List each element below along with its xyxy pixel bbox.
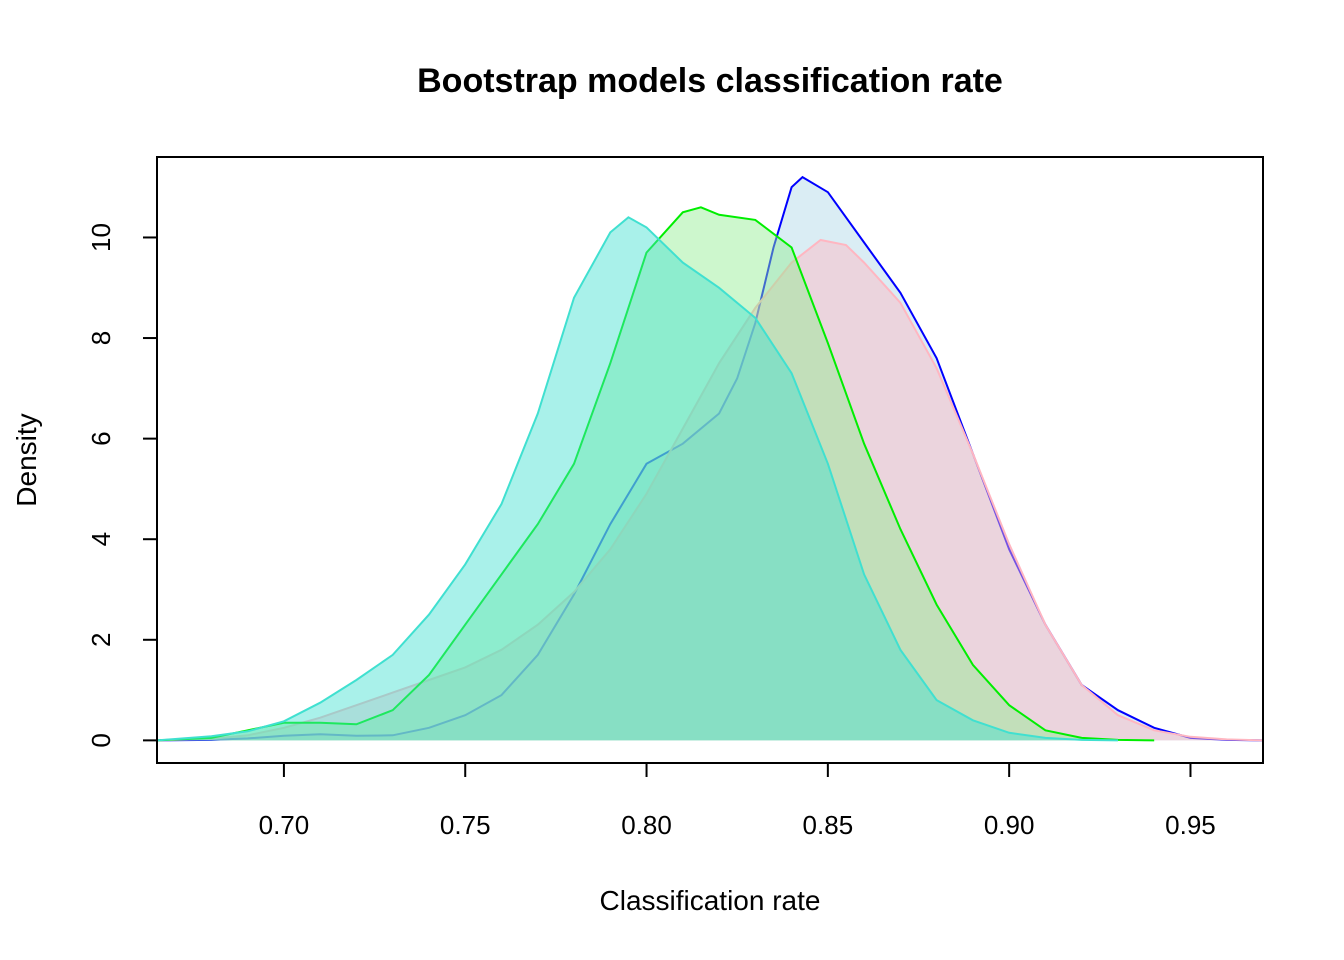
y-tick-label: 6 bbox=[86, 431, 116, 445]
x-axis-label: Classification rate bbox=[600, 885, 821, 916]
x-tick-label: 0.95 bbox=[1165, 810, 1216, 840]
y-axis: 0 2 4 6 8 10 bbox=[86, 223, 158, 748]
x-tick-label: 0.90 bbox=[984, 810, 1035, 840]
density-line-2 bbox=[156, 238, 1264, 742]
density-line-3 bbox=[156, 206, 1155, 742]
y-tick-label: 10 bbox=[86, 223, 116, 252]
series-layer bbox=[156, 175, 1264, 742]
y-axis-label: Density bbox=[11, 413, 42, 506]
x-tick-label: 0.70 bbox=[259, 810, 310, 840]
density-area-4 bbox=[157, 217, 1118, 741]
x-axis: 0.70 0.75 0.80 0.85 0.90 0.95 bbox=[259, 762, 1216, 840]
density-area-2 bbox=[157, 240, 1263, 741]
density-line-4 bbox=[156, 216, 1119, 742]
x-tick-label: 0.80 bbox=[621, 810, 672, 840]
y-tick-label: 8 bbox=[86, 331, 116, 345]
x-tick-label: 0.75 bbox=[440, 810, 491, 840]
x-tick-label: 0.85 bbox=[803, 810, 854, 840]
density-area-1 bbox=[157, 177, 1263, 741]
chart-title: Bootstrap models classification rate bbox=[417, 62, 1003, 100]
y-tick-label: 2 bbox=[86, 633, 116, 647]
density-area-3 bbox=[157, 207, 1155, 741]
y-tick-label: 0 bbox=[86, 733, 116, 747]
y-tick-label: 4 bbox=[86, 532, 116, 546]
